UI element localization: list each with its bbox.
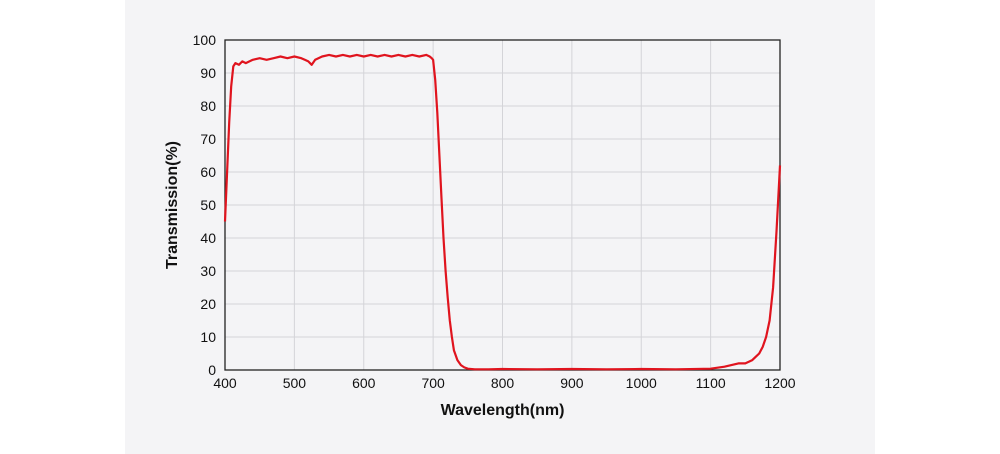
x-tick-label: 900 — [560, 375, 584, 391]
y-tick-labels: 0 10 20 30 40 50 60 70 80 90 100 — [193, 32, 217, 378]
y-axis-title: Transmission(%) — [164, 141, 181, 269]
x-tick-labels: 400 500 600 700 800 900 1000 1100 1200 — [213, 375, 795, 391]
y-tick-label: 40 — [200, 230, 216, 246]
y-tick-label: 0 — [208, 362, 216, 378]
y-tick-label: 70 — [200, 131, 216, 147]
y-tick-label: 100 — [193, 32, 217, 48]
transmission-series-line — [223, 53, 782, 371]
x-tick-label: 600 — [352, 375, 376, 391]
y-tick-label: 30 — [200, 263, 216, 279]
y-tick-label: 20 — [200, 296, 216, 312]
x-tick-label: 700 — [421, 375, 445, 391]
x-axis-title: Wavelength(nm) — [441, 402, 565, 419]
x-tick-label: 1200 — [764, 375, 795, 391]
y-tick-label: 90 — [200, 65, 216, 81]
y-tick-label: 50 — [200, 197, 216, 213]
y-tick-label: 60 — [200, 164, 216, 180]
x-tick-label: 800 — [491, 375, 515, 391]
x-tick-label: 500 — [283, 375, 307, 391]
x-tick-label: 1000 — [626, 375, 657, 391]
series — [223, 53, 782, 371]
y-tick-label: 80 — [200, 98, 216, 114]
transmission-chart: 0 10 20 30 40 50 60 70 80 90 100 400 500 600 700 800 90… — [164, 32, 796, 419]
x-tick-label: 1100 — [696, 375, 726, 391]
x-tick-label: 400 — [213, 375, 237, 391]
grid — [224, 39, 781, 371]
chart-panel: 0 10 20 30 40 50 60 70 80 90 100 400 500 600 700 800 90… — [125, 0, 875, 454]
y-tick-label: 10 — [200, 329, 216, 345]
